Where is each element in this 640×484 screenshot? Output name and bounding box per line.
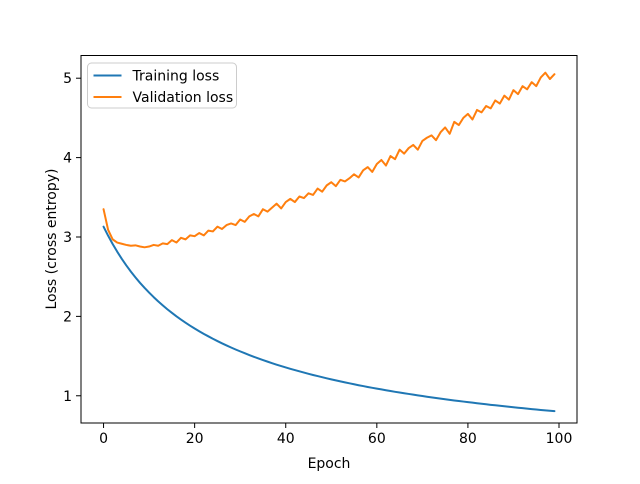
- validation-loss-line: [102, 71, 556, 249]
- x-tick-label: 40: [277, 431, 295, 447]
- legend-validation-label: Validation loss: [133, 90, 234, 106]
- x-axis-label: Epoch: [308, 456, 351, 472]
- data-series-lines: [102, 71, 556, 413]
- legend-box: [87, 62, 237, 109]
- axes-spines: [80, 55, 578, 424]
- y-axis-label: Loss (cross entropy): [44, 169, 60, 310]
- legend: Training loss Validation loss: [87, 62, 237, 109]
- x-tick-label: 20: [186, 431, 204, 447]
- y-axis-ticks: 1 2 3 4 5: [63, 71, 81, 405]
- y-tick-label: 4: [63, 151, 72, 167]
- y-tick-label: 1: [63, 389, 72, 405]
- x-tick-label: 60: [368, 431, 386, 447]
- legend-training-label: Training loss: [132, 69, 220, 85]
- plot-area: [81, 55, 577, 423]
- x-axis-ticks: 0 20 40 60 80 100: [99, 423, 572, 447]
- x-tick-label: 0: [99, 431, 108, 447]
- training-loss-line: [102, 225, 556, 413]
- x-tick-label: 80: [459, 431, 477, 447]
- y-tick-label: 2: [63, 309, 72, 325]
- y-tick-label: 5: [63, 71, 72, 87]
- y-tick-label: 3: [63, 230, 72, 246]
- x-tick-label: 100: [546, 431, 573, 447]
